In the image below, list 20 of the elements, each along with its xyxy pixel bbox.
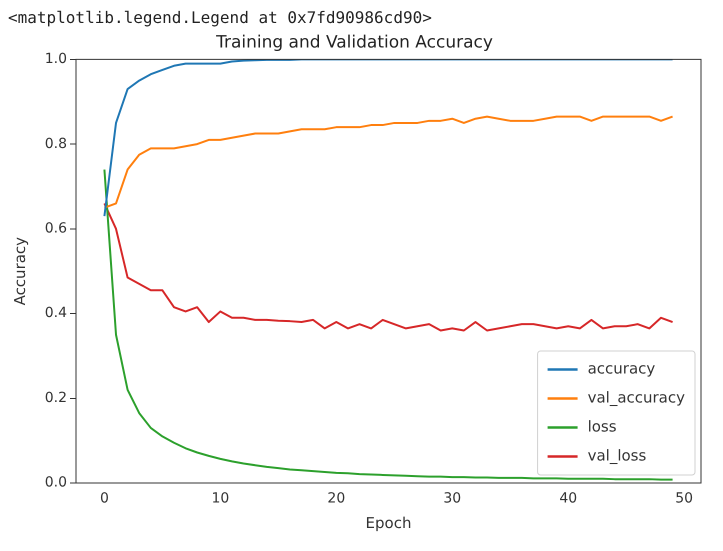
chart-title: Training and Validation Accuracy xyxy=(215,32,493,53)
y-axis-title: Accuracy xyxy=(10,236,29,306)
y-tick-label: 0.0 xyxy=(44,474,67,491)
y-tick-label: 0.6 xyxy=(44,220,68,236)
x-tick-label: 20 xyxy=(327,490,346,507)
x-tick-label: 50 xyxy=(675,490,694,507)
legend-label: accuracy xyxy=(588,359,656,378)
legend-label: val_loss xyxy=(588,446,646,464)
x-tick-label: 30 xyxy=(443,490,462,507)
x-axis-title: Epoch xyxy=(366,514,412,532)
y-tick-label: 0.4 xyxy=(44,305,68,322)
legend-label: loss xyxy=(588,417,617,436)
x-tick-label: 0 xyxy=(100,490,109,507)
x-tick-label: 40 xyxy=(559,490,578,507)
legend-label: val_accuracy xyxy=(588,388,686,406)
x-tick-label: 10 xyxy=(211,490,230,507)
text: <matplotlib.legend.Legend at 0x7fd90986cd90> xyxy=(8,8,433,27)
y-tick-label: 1.0 xyxy=(44,51,67,68)
y-tick-label: 0.8 xyxy=(44,136,67,152)
y-tick-label: 0.2 xyxy=(44,390,67,406)
